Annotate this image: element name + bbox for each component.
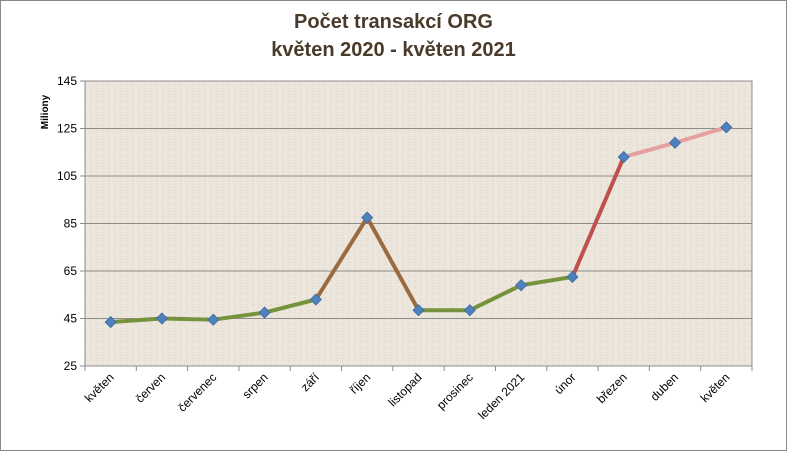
data-point-marker — [258, 306, 271, 319]
y-axis-ticks: 25 45 65 85 105 125 145 — [57, 74, 85, 373]
x-tick-label: prosinec — [434, 370, 476, 412]
series-line-segment — [313, 215, 370, 302]
chart-subtitle: květen 2020 - květen 2021 — [271, 39, 516, 61]
series-line-segment — [570, 155, 626, 279]
data-point-marker — [617, 150, 630, 164]
y-tick-label: 105 — [57, 169, 77, 183]
data-point-marker — [566, 270, 579, 284]
y-tick-label: 45 — [64, 312, 78, 326]
x-tick-label: září — [298, 370, 323, 395]
x-tick-label: únor — [552, 370, 579, 397]
chart-title: Počet transakcí ORG — [294, 11, 493, 33]
series-line-segment — [108, 316, 164, 325]
series-line-segment — [467, 283, 524, 313]
data-point-marker — [412, 304, 425, 317]
y-tick-label: 65 — [64, 264, 78, 278]
x-tick-label: květen — [82, 370, 117, 405]
y-tick-label: 85 — [64, 217, 78, 231]
series-line-segment — [621, 140, 678, 159]
chart-title-block: Počet transakcí ORG květen 2020 - květen… — [0, 8, 787, 64]
series-line-segment — [159, 316, 216, 322]
x-tick-label: březen — [594, 370, 630, 406]
y-tick-label: 125 — [57, 122, 77, 136]
series-line — [108, 125, 729, 325]
x-tick-label: říjen — [347, 370, 373, 396]
x-axis-ticks: květen červen červenec srpen září říjen listop… — [82, 366, 753, 422]
data-point-marker — [361, 211, 374, 224]
series-line-segment — [673, 125, 729, 145]
series-line-segment — [519, 274, 575, 288]
data-point-marker — [309, 293, 322, 306]
x-tick-label: červenec — [175, 370, 219, 414]
series-markers — [104, 121, 733, 329]
series-line-segment — [365, 215, 421, 313]
x-tick-label: listopad — [385, 370, 424, 409]
y-tick-label: 145 — [57, 74, 77, 88]
x-tick-label: leden 2021 — [475, 370, 527, 422]
series-line-segment — [211, 310, 267, 322]
y-tick-label: 25 — [64, 359, 78, 373]
y-axis-label: Miliony — [40, 94, 51, 129]
x-tick-label: červen — [133, 370, 168, 405]
data-point-marker — [104, 315, 117, 329]
data-point-marker — [515, 279, 528, 292]
data-point-marker — [463, 304, 476, 317]
x-tick-label: duben — [648, 370, 681, 403]
x-tick-label: srpen — [240, 370, 271, 401]
data-point-marker — [207, 313, 220, 326]
series-line-segment — [262, 297, 318, 315]
x-tick-label: květen — [698, 370, 733, 405]
data-point-marker — [668, 136, 682, 149]
gridlines — [85, 128, 752, 319]
data-point-marker — [720, 121, 733, 134]
data-point-marker — [155, 312, 169, 325]
